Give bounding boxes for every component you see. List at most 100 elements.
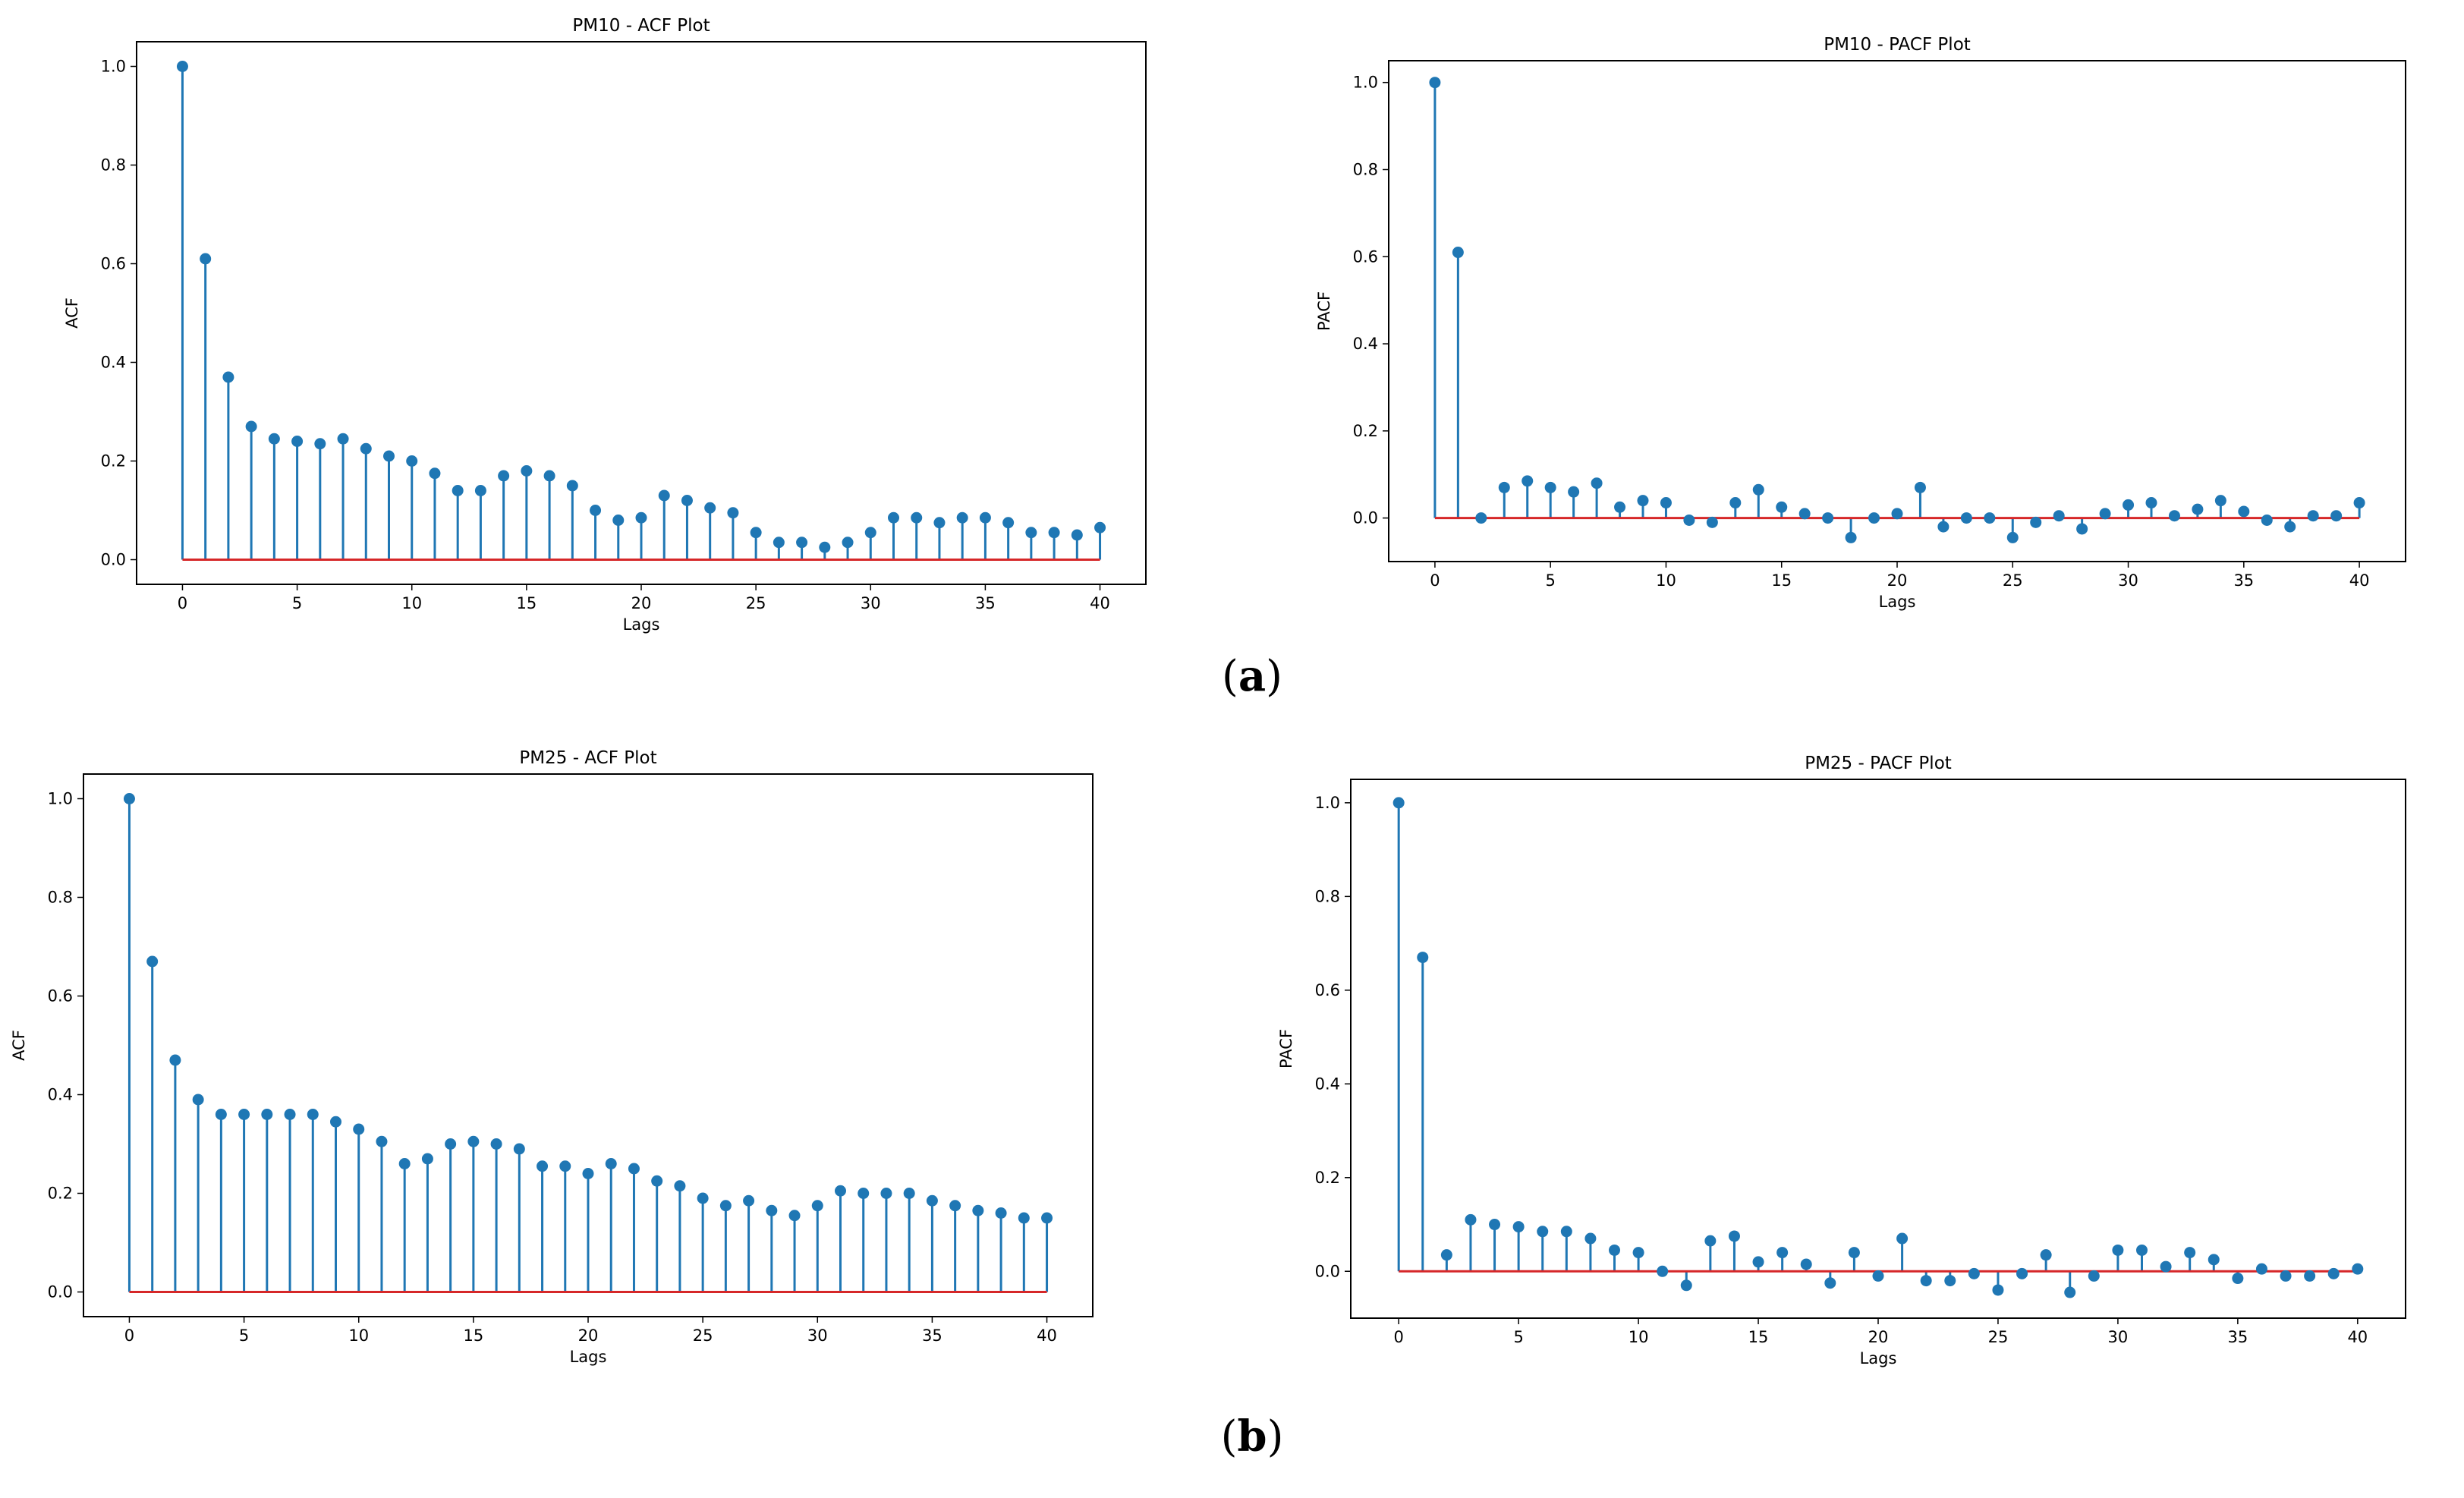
data-point xyxy=(330,1116,341,1128)
data-point xyxy=(2255,1263,2267,1275)
y-tick-label: 0.2 xyxy=(1315,1169,1340,1187)
data-point xyxy=(192,1094,204,1106)
y-tick-label: 0.8 xyxy=(101,156,126,175)
data-point xyxy=(1018,1212,1030,1224)
data-point xyxy=(1568,486,1580,498)
x-tick-label: 20 xyxy=(578,1326,599,1345)
data-point xyxy=(2284,521,2296,533)
data-point xyxy=(169,1054,181,1066)
x-tick-label: 40 xyxy=(2349,571,2370,590)
data-point xyxy=(1417,952,1429,964)
y-tick-label: 0.6 xyxy=(48,987,73,1005)
data-point xyxy=(2352,1263,2364,1275)
data-point xyxy=(1704,1235,1717,1247)
data-point xyxy=(956,511,968,524)
data-point xyxy=(314,438,326,450)
y-tick-label: 0.4 xyxy=(1315,1075,1340,1093)
data-point xyxy=(1522,475,1534,487)
data-point xyxy=(1632,1247,1644,1259)
y-tick-label: 1.0 xyxy=(1353,74,1378,92)
data-point xyxy=(949,1200,961,1212)
data-point xyxy=(1729,497,1742,509)
panel-label-b: (b) xyxy=(1220,1411,1284,1462)
data-point xyxy=(1752,483,1764,496)
data-point xyxy=(2304,1270,2316,1282)
pm25-pacf-chart: PM25 - PACF Plot 0 5 10 15 20 25 30 35 40 0.0 0.2 0.… xyxy=(1277,754,2406,1367)
data-point xyxy=(421,1153,433,1165)
data-point xyxy=(1776,501,1788,513)
data-point xyxy=(1845,531,1857,543)
data-point xyxy=(1609,1244,1620,1256)
data-point xyxy=(376,1135,388,1147)
x-tick-label: 20 xyxy=(1868,1328,1889,1346)
data-point xyxy=(337,433,349,445)
x-tick-label: 30 xyxy=(2108,1328,2129,1346)
x-tick-label: 20 xyxy=(1887,571,1908,590)
data-point xyxy=(2330,510,2343,522)
x-tick-label: 30 xyxy=(2118,571,2138,590)
data-point xyxy=(261,1109,273,1120)
x-tick-label: 0 xyxy=(178,594,187,612)
chart-title: PM25 - ACF Plot xyxy=(519,748,656,768)
x-axis-label: Lags xyxy=(1860,1349,1897,1367)
data-point xyxy=(1002,517,1015,529)
data-point xyxy=(727,507,739,519)
data-point xyxy=(1048,527,1060,539)
data-point xyxy=(1512,1221,1525,1233)
data-point xyxy=(858,1188,870,1199)
data-point xyxy=(704,502,716,514)
data-point xyxy=(2327,1267,2340,1279)
chart-title: PM25 - PACF Plot xyxy=(1805,754,1952,773)
data-point xyxy=(697,1192,709,1204)
data-point xyxy=(291,436,304,447)
data-point xyxy=(1094,521,1106,533)
data-point xyxy=(2053,510,2065,522)
data-point xyxy=(559,1160,571,1172)
data-point xyxy=(1872,1270,1884,1282)
y-tick-label: 0.0 xyxy=(101,551,126,569)
data-point xyxy=(628,1163,640,1175)
data-point xyxy=(674,1180,686,1192)
data-point xyxy=(2238,505,2250,518)
x-tick-label: 35 xyxy=(2227,1328,2248,1346)
data-point xyxy=(1848,1247,1860,1259)
y-tick-label: 0.0 xyxy=(1315,1262,1340,1280)
data-point xyxy=(1891,508,1903,520)
x-tick-label: 35 xyxy=(975,594,996,612)
data-point xyxy=(1896,1232,1909,1245)
y-tick-label: 1.0 xyxy=(101,58,126,76)
data-point xyxy=(590,505,602,516)
x-tick-label: 15 xyxy=(1771,571,1792,590)
data-point xyxy=(933,517,946,529)
data-point xyxy=(2232,1273,2244,1285)
data-point xyxy=(2016,1267,2028,1279)
x-tick-label: 25 xyxy=(746,594,766,612)
x-tick-label: 10 xyxy=(401,594,422,612)
data-point xyxy=(651,1175,663,1187)
x-tick-label: 25 xyxy=(1988,1328,2009,1346)
x-tick-label: 5 xyxy=(292,594,302,612)
data-point xyxy=(1868,512,1880,524)
y-axis-label: ACF xyxy=(63,297,81,329)
data-point xyxy=(1537,1226,1549,1238)
data-point xyxy=(1960,512,1972,524)
data-point xyxy=(498,470,510,482)
data-point xyxy=(2123,499,2135,511)
data-point xyxy=(811,1200,823,1212)
data-point xyxy=(995,1207,1007,1219)
data-point xyxy=(467,1135,480,1147)
axes-frame xyxy=(1388,60,2406,562)
data-point xyxy=(1944,1275,1956,1287)
data-point xyxy=(1752,1256,1764,1268)
data-point xyxy=(1822,512,1834,524)
data-point xyxy=(2353,497,2365,509)
data-point xyxy=(1465,1213,1477,1226)
data-point xyxy=(123,793,135,804)
data-point xyxy=(1800,1258,1812,1270)
data-point xyxy=(215,1109,227,1120)
data-point xyxy=(398,1158,411,1169)
data-point xyxy=(521,465,533,477)
y-tick-label: 0.2 xyxy=(1353,422,1378,440)
data-point xyxy=(750,527,762,539)
data-point xyxy=(1968,1267,1980,1279)
